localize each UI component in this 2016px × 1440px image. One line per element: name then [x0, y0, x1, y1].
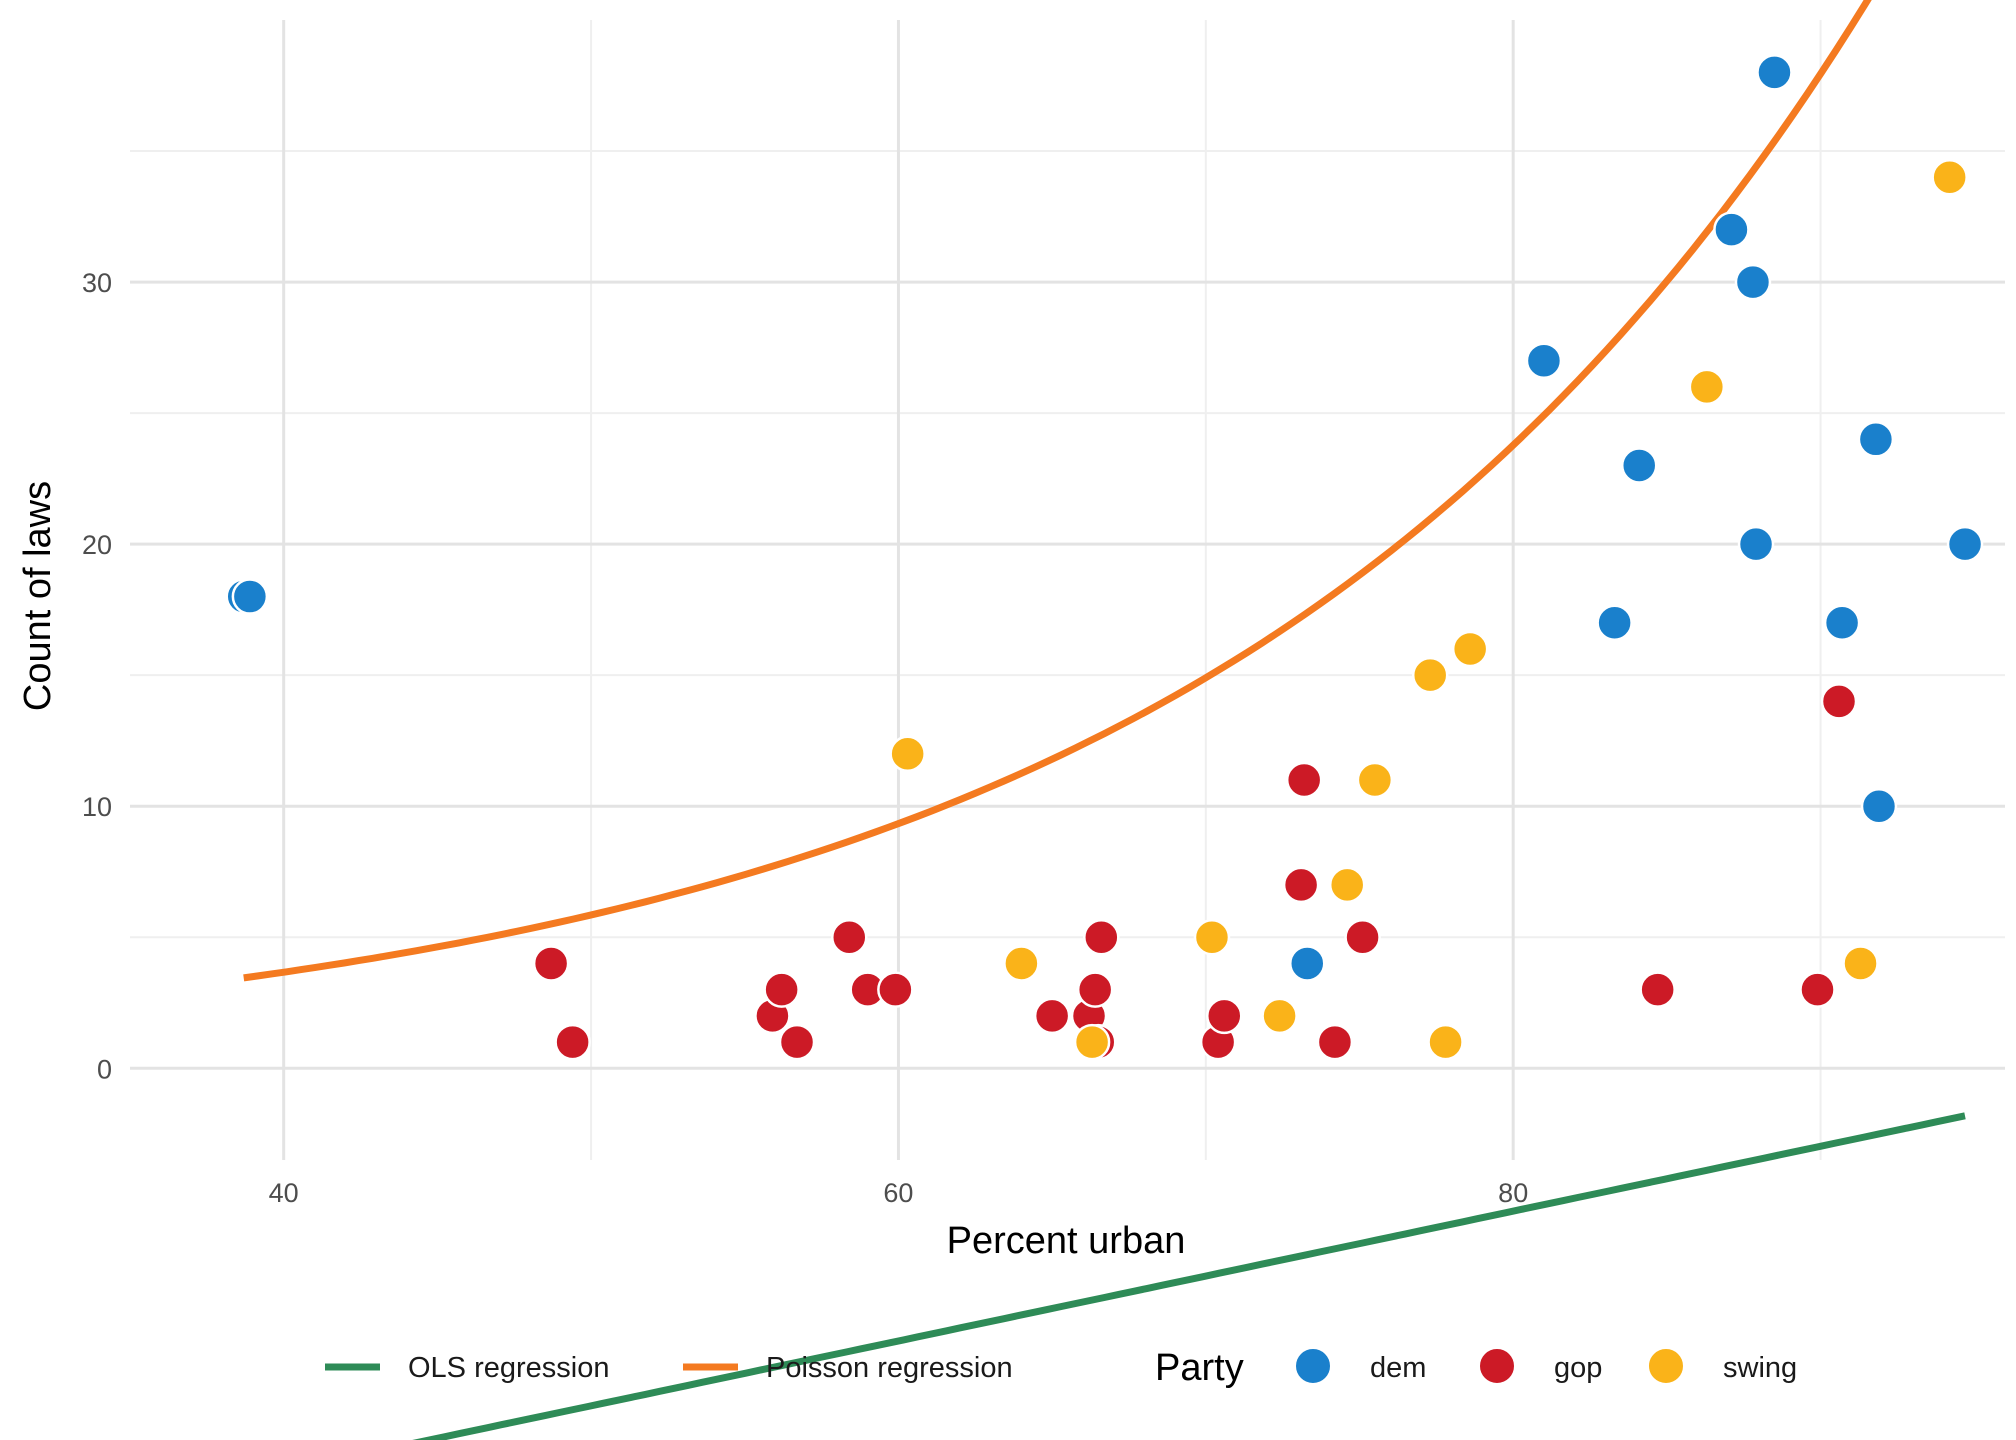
data-point-dem [1525, 342, 1563, 379]
legend-ols-label: OLS regression [408, 1352, 610, 1384]
data-point-gop [1639, 971, 1676, 1008]
x-tick-label: 60 [883, 1178, 913, 1208]
ols-regression-line [412, 1112, 1966, 1440]
data-point-dem [1857, 421, 1895, 458]
data-point-gop [763, 971, 800, 1008]
data-point-dem [1289, 945, 1326, 982]
data-point-gop [1344, 918, 1381, 956]
data-point-swing [889, 735, 926, 773]
data-point-dem [1713, 211, 1750, 248]
data-point-swing [1451, 630, 1489, 668]
data-point-dem [1737, 525, 1775, 563]
legend-dem-key [1294, 1347, 1332, 1385]
legend-dem-label: dem [1370, 1352, 1426, 1384]
data-point-gop [1282, 866, 1320, 904]
data-point-swing [1003, 945, 1040, 982]
data-point-gop [1285, 761, 1323, 799]
legend-swing-key [1647, 1347, 1685, 1385]
data-point-gop [1083, 918, 1120, 956]
data-point-gop [877, 971, 914, 1008]
tick-labels: 40 60 80 0 10 20 30 [82, 268, 1528, 1208]
legend-swing-label: swing [1723, 1352, 1797, 1384]
data-point-swing [1073, 1023, 1111, 1061]
data-point-dem [1596, 604, 1633, 642]
data-point-dem [1946, 525, 1984, 563]
data-point-swing [1427, 1023, 1464, 1061]
data-point-dem [1860, 787, 1898, 825]
poisson-regression-line [243, 0, 1872, 982]
y-tick-label: 0 [97, 1054, 112, 1084]
data-point-swing [1688, 368, 1726, 406]
data-point-dem [1823, 604, 1861, 642]
y-tick-label: 20 [82, 530, 112, 560]
grid-minor-lines [130, 20, 2005, 1160]
data-point-dem [231, 578, 269, 615]
data-point-gop [1799, 971, 1836, 1008]
data-point-swing [1931, 158, 1968, 196]
data-point-swing [1193, 918, 1231, 956]
y-axis-title: Count of laws [17, 481, 59, 711]
data-point-gop [1820, 683, 1858, 720]
data-point-dem [1756, 54, 1793, 91]
data-point-gop [831, 918, 868, 956]
legend-gop-label: gop [1554, 1352, 1602, 1384]
data-point-dem [1620, 447, 1658, 484]
data-point-gop [1206, 997, 1243, 1035]
legend-poisson-label: Poisson regression [766, 1352, 1013, 1384]
data-point-gop [1033, 997, 1071, 1035]
regression-lines [243, 0, 1966, 1440]
data-point-swing [1411, 656, 1449, 694]
data-point-dem [1734, 263, 1772, 301]
data-point-swing [1261, 997, 1298, 1035]
data-point-swing [1356, 761, 1394, 799]
data-point-gop [1076, 971, 1114, 1008]
data-point-gop [1316, 1023, 1354, 1061]
data-point-gop [778, 1023, 816, 1061]
data-points [225, 54, 1984, 1061]
data-point-swing [1328, 866, 1366, 904]
x-axis-title: Percent urban [947, 1220, 1186, 1262]
legend-gop-key [1478, 1347, 1516, 1385]
data-point-gop [532, 945, 570, 982]
y-tick-label: 30 [82, 268, 112, 298]
y-tick-label: 10 [82, 792, 112, 822]
legend: OLS regression Poisson regression Party … [325, 1347, 1797, 1389]
grid-major-lines [130, 20, 2005, 1160]
legend-party-title: Party [1155, 1347, 1244, 1389]
data-point-swing [1842, 945, 1879, 982]
data-point-gop [554, 1023, 591, 1061]
x-tick-label: 40 [269, 1178, 299, 1208]
x-tick-label: 80 [1498, 1178, 1528, 1208]
